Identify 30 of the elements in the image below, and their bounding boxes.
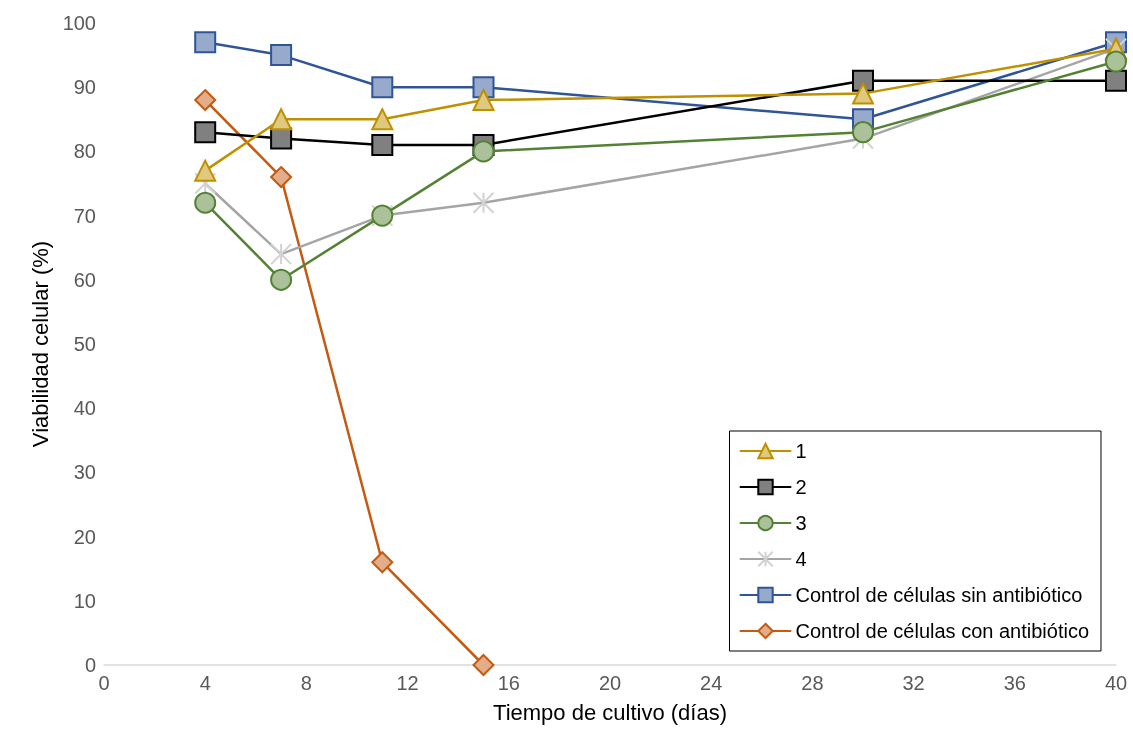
y-tick-label: 100 [62,12,96,34]
x-axis-title: Tiempo de cultivo (días) [493,699,727,725]
y-tick-label: 80 [73,140,96,163]
x-tick-label: 24 [700,672,723,694]
y-tick-label: 30 [73,461,96,484]
x-tick-label: 36 [1003,672,1026,694]
x-tick-label: 12 [396,672,419,694]
x-tick-label: 0 [98,672,110,694]
y-tick-label: 10 [73,589,96,612]
x-tick-label: 8 [300,672,312,694]
legend-label: 4 [795,548,807,570]
y-tick-label: 60 [73,268,96,291]
legend-label: Control de células sin antibiótico [795,584,1083,606]
y-tick-label: 90 [73,76,96,99]
y-axis-title: Viabilidad celular (%) [28,240,54,448]
y-tick-label: 70 [73,204,96,227]
legend-label: 2 [795,476,807,498]
legend-label: Control de células con antibiótico [795,620,1090,642]
y-tick-label: 20 [73,525,96,548]
x-tick-label: 32 [902,672,925,694]
x-tick-label: 40 [1104,672,1128,694]
y-tick-label: 50 [73,333,96,355]
legend-label: 3 [795,512,807,534]
x-tick-label: 4 [199,672,211,694]
y-tick-label: 40 [73,397,96,420]
y-tick-label: 0 [84,654,96,676]
x-tick-label: 16 [497,672,520,694]
x-tick-label: 28 [801,672,824,694]
legend-label: 1 [795,440,807,462]
x-tick-label: 20 [598,672,622,694]
